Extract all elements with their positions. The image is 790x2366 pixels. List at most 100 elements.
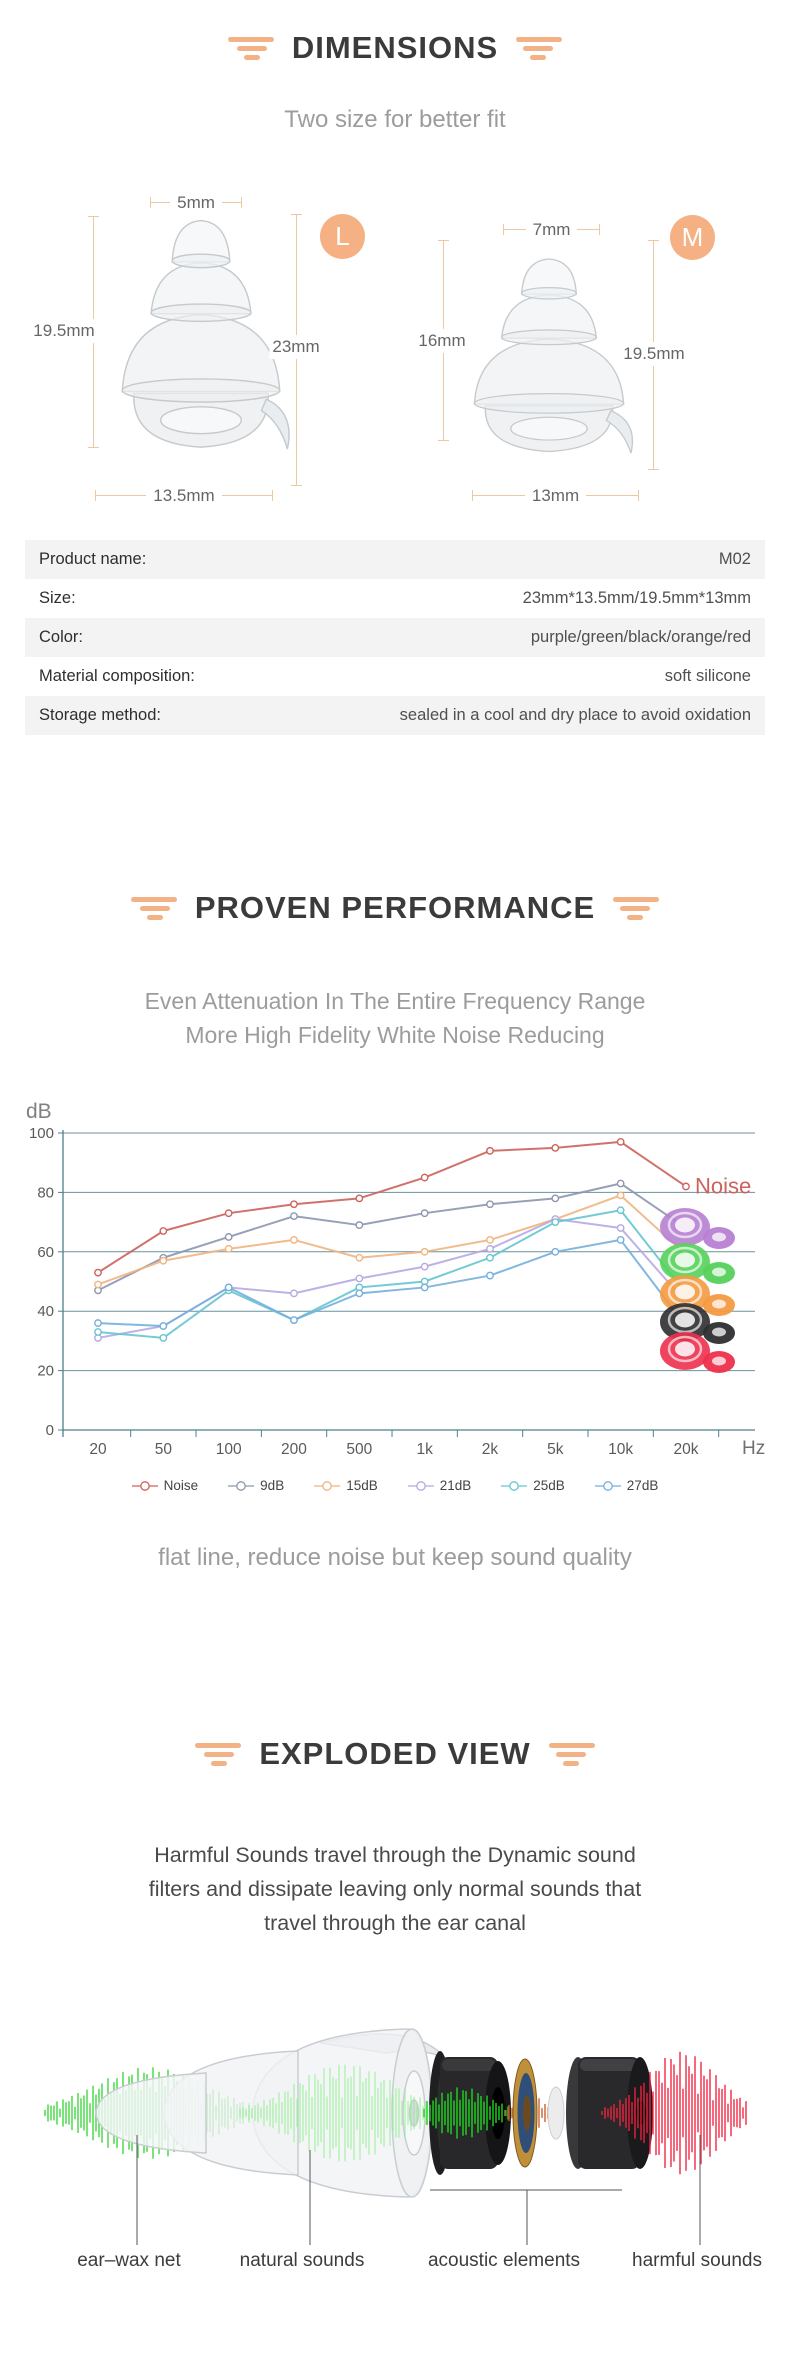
dimensions-header: DIMENSIONS xyxy=(0,30,790,66)
exploded-description-line2: filters and dissipate leaving only norma… xyxy=(148,1877,642,1901)
dim-label-right-m: 19.5mm xyxy=(620,342,688,366)
svg-text:20: 20 xyxy=(37,1363,54,1380)
dimensions-subtitle: Two size for better fit xyxy=(284,106,506,133)
chart-legend: Noise 9dB 15dB 21dB 25dB 27dB xyxy=(0,1478,790,1493)
legend-label: 9dB xyxy=(260,1478,285,1493)
svg-text:0: 0 xyxy=(46,1422,54,1439)
legend-item-9db: 9dB xyxy=(228,1478,284,1493)
spec-row-material: Material composition: soft silicone xyxy=(25,657,765,696)
earplug-illustration-size-l xyxy=(105,202,297,458)
performance-section-title: PROVEN PERFORMANCE xyxy=(194,890,596,925)
svg-text:60: 60 xyxy=(37,1244,54,1261)
dim-label-left-l: 19.5mm xyxy=(30,319,98,343)
exploded-header: EXPLODED VIEW xyxy=(0,1736,790,1772)
svg-text:100: 100 xyxy=(216,1441,242,1458)
spec-row-product-name: Product name: M02 xyxy=(25,540,765,579)
legend-label: 25dB xyxy=(533,1478,565,1493)
spec-label: Color: xyxy=(39,628,84,646)
dim-bottom-m: 13mm xyxy=(472,486,640,505)
dim-label-bottom-m: 13mm xyxy=(531,486,580,505)
chart-series-25db xyxy=(94,1206,690,1342)
chart-series-9db xyxy=(94,1179,690,1295)
speed-lines-icon xyxy=(195,1742,242,1766)
exploded-diagram xyxy=(44,2028,747,2245)
speed-lines-icon xyxy=(516,36,563,60)
performance-header: PROVEN PERFORMANCE xyxy=(0,890,790,926)
earplug-illustration-exploded xyxy=(95,2028,447,2198)
svg-text:1k: 1k xyxy=(416,1441,433,1458)
chart-series-noise xyxy=(94,1138,690,1277)
spec-label: Material composition: xyxy=(39,667,195,685)
product-plug-pair xyxy=(660,1303,735,1344)
product-plug-pair xyxy=(660,1208,735,1249)
spec-table: Product name: M02 Size: 23mm*13.5mm/19.5… xyxy=(25,540,765,735)
svg-text:100: 100 xyxy=(29,1125,54,1142)
legend-item-25db: 25dB xyxy=(501,1478,565,1493)
legend-marker xyxy=(131,1480,158,1491)
legend-item-27db: 27dB xyxy=(594,1478,659,1493)
legend-item-noise: Noise xyxy=(131,1478,199,1493)
earplug-illustration-size-m xyxy=(458,246,640,458)
dim-label-bottom-l: 13.5mm xyxy=(153,486,215,505)
dim-label-right-l: 23mm xyxy=(269,335,323,359)
spec-value: soft silicone xyxy=(664,667,751,685)
legend-marker xyxy=(407,1480,434,1491)
spec-row-storage: Storage method: sealed in a cool and dry… xyxy=(25,696,765,735)
part-label-acoustic-elements: acoustic elements xyxy=(427,2250,581,2271)
sound-wave-in-filter xyxy=(423,2087,509,2139)
legend-marker xyxy=(314,1480,341,1491)
acoustic-element-cylinder xyxy=(566,2057,653,2169)
performance-subtitle-line1: Even Attenuation In The Entire Frequency… xyxy=(144,988,646,1014)
spec-row-color: Color: purple/green/black/orange/red xyxy=(25,618,765,657)
dim-label-top-m: 7mm xyxy=(532,220,571,239)
dim-top-m: 7mm xyxy=(503,221,600,238)
spec-row-size: Size: 23mm*13.5mm/19.5mm*13mm xyxy=(25,579,765,618)
svg-text:50: 50 xyxy=(155,1441,173,1458)
svg-text:Hz: Hz xyxy=(742,1438,765,1459)
legend-marker xyxy=(228,1480,255,1491)
leader-lines xyxy=(136,2135,701,2245)
spec-label: Size: xyxy=(39,589,76,607)
harmful-sound-wave xyxy=(601,2051,747,2175)
natural-sound-wave-inner xyxy=(239,2064,427,2162)
legend-marker xyxy=(501,1480,528,1491)
legend-label: 27dB xyxy=(626,1478,659,1493)
performance-subtitle-line2: More High Fidelity White Noise Reducing xyxy=(185,1022,605,1048)
dimensions-section-title: DIMENSIONS xyxy=(291,30,499,65)
legend-label: 15dB xyxy=(346,1478,378,1493)
svg-text:200: 200 xyxy=(281,1441,307,1458)
performance-caption: flat line, reduce noise but keep sound q… xyxy=(158,1544,632,1571)
spec-value: sealed in a cool and dry place to avoid … xyxy=(399,706,751,724)
dim-top-l: 5mm xyxy=(150,194,242,211)
dim-label-left-m: 16mm xyxy=(415,329,469,353)
legend-label: Noise xyxy=(163,1478,199,1493)
chart-series-15db xyxy=(94,1191,690,1289)
legend-item-21db: 21dB xyxy=(407,1478,471,1493)
speed-lines-icon xyxy=(613,896,660,920)
attenuation-chart: 0 20 40 60 80 100 20 50 100 200 500 1k 2k 5k 10k 20k dB H… xyxy=(26,1100,765,1459)
spec-value: 23mm*13.5mm/19.5mm*13mm xyxy=(522,589,751,607)
part-label-ear-wax-net: ear–wax net xyxy=(77,2250,181,2271)
noise-line-label: Noise xyxy=(695,1173,751,1198)
speed-lines-icon xyxy=(227,36,274,60)
product-plug-pair xyxy=(660,1243,735,1284)
exploded-section-title: EXPLODED VIEW xyxy=(259,1736,531,1771)
exploded-description-line3: travel through the ear canal xyxy=(264,1911,526,1935)
product-plug-pair xyxy=(660,1332,735,1373)
svg-text:20k: 20k xyxy=(673,1441,698,1458)
spec-value: M02 xyxy=(718,550,751,568)
svg-text:10k: 10k xyxy=(608,1441,633,1458)
svg-text:2k: 2k xyxy=(482,1441,499,1458)
dim-bottom-l: 13.5mm xyxy=(95,486,274,505)
svg-text:40: 40 xyxy=(37,1303,54,1320)
size-badge-l: L xyxy=(320,214,365,259)
svg-text:20: 20 xyxy=(89,1441,107,1458)
exploded-description-line1: Harmful Sounds travel through the Dynami… xyxy=(154,1843,636,1867)
svg-text:80: 80 xyxy=(37,1184,54,1201)
svg-text:5k: 5k xyxy=(547,1441,564,1458)
svg-text:500: 500 xyxy=(346,1441,372,1458)
size-badge-m: M xyxy=(670,215,715,260)
spec-label: Product name: xyxy=(39,550,147,568)
speed-lines-icon xyxy=(130,896,177,920)
